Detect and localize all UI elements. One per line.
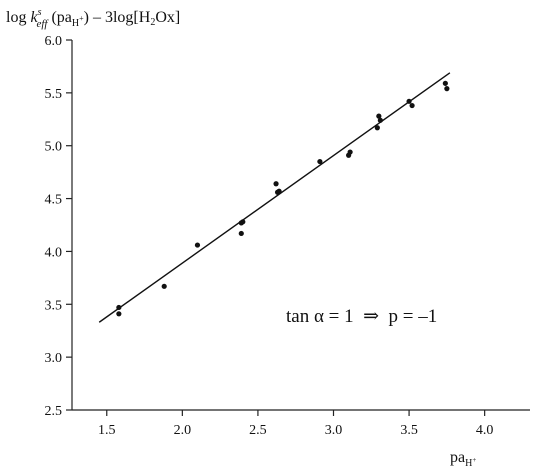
y-tick-label: 2.5 xyxy=(45,404,63,419)
x-tick-label: 2.0 xyxy=(174,423,192,438)
data-point xyxy=(276,188,282,194)
x-axis-title: paH+ xyxy=(450,449,476,469)
y-tick-label: 3.5 xyxy=(45,298,63,313)
data-point xyxy=(161,283,167,289)
data-point xyxy=(406,98,412,104)
data-point xyxy=(376,113,382,119)
y-tick-label: 6.0 xyxy=(45,34,63,49)
data-point xyxy=(347,149,353,155)
x-tick-label: 3.5 xyxy=(400,423,418,438)
data-point xyxy=(317,158,323,165)
data-point xyxy=(273,181,279,187)
data-point xyxy=(238,230,244,237)
data-point xyxy=(444,86,450,92)
axes xyxy=(71,40,530,411)
data-point xyxy=(377,117,383,123)
ticks: 2.5 3.0 3.5 4.0 4.5 5.0 5.5 6.0 1.5 2.0 2.5 3.0 3.5 4… xyxy=(45,34,494,438)
x-tick-label: 1.5 xyxy=(98,423,116,438)
fit-line xyxy=(98,72,451,323)
y-tick-label: 5.5 xyxy=(45,87,63,102)
data-point xyxy=(116,304,122,311)
data-point xyxy=(409,102,415,109)
y-axis-title: log ks eff (paH+) – 3log[H2Ox] xyxy=(6,7,180,30)
fit-line-group xyxy=(98,72,451,323)
data-point xyxy=(374,125,380,131)
x-tick-label: 3.0 xyxy=(325,423,343,438)
y-tick-label: 3.0 xyxy=(45,351,63,366)
x-tick-label: 2.5 xyxy=(249,423,267,438)
data-point xyxy=(240,219,246,225)
x-tick-label: 4.0 xyxy=(476,423,494,438)
data-point xyxy=(194,242,201,248)
y-tick-label: 4.0 xyxy=(45,245,63,260)
y-tick-label: 4.5 xyxy=(45,193,63,208)
data-points xyxy=(116,80,450,317)
y-tick-label: 5.0 xyxy=(45,140,63,155)
data-point xyxy=(442,80,448,86)
annotation: tan α = 1 ⇒ p = –1 xyxy=(286,306,437,327)
data-point xyxy=(116,311,122,317)
